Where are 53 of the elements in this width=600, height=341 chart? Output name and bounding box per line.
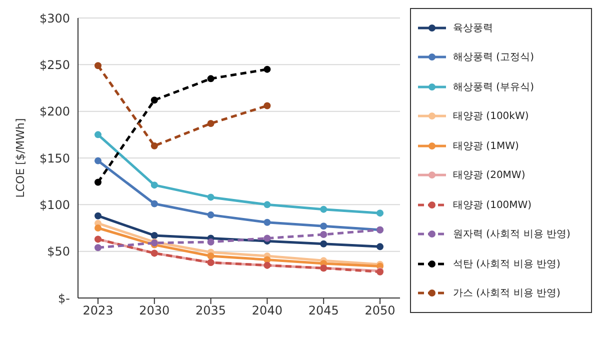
point [207, 120, 214, 127]
y-tick-label: $150 [39, 151, 70, 166]
point [94, 178, 102, 186]
legend-label: 태양광 (100MW) [453, 198, 532, 212]
point [150, 142, 158, 150]
point [94, 212, 102, 220]
point [376, 243, 384, 250]
point [207, 211, 214, 218]
point [207, 252, 214, 260]
point [320, 222, 328, 230]
point [150, 96, 158, 104]
x-tick-label: 2050 [364, 304, 396, 318]
legend-label: 태양광 (1MW) [453, 140, 519, 153]
point [320, 206, 328, 213]
y-tick-label: $- [58, 291, 70, 306]
point [150, 182, 158, 189]
point [264, 102, 271, 110]
y-tick-label: $200 [39, 104, 70, 119]
y-tick-label: $100 [39, 198, 70, 212]
point [150, 232, 158, 239]
x-tick-label: 2023 [82, 304, 114, 318]
point [94, 224, 102, 232]
y-tick-label: $300 [39, 11, 70, 26]
y-axis-title: LCOE [$/MWh] [14, 118, 27, 198]
point [264, 66, 271, 73]
legend-label: 태양광 (100kW) [453, 110, 529, 124]
legend-label: 원자력 (사회적 비용 반영) [453, 228, 570, 242]
legend-label: 육상풍력 [453, 22, 493, 35]
legend-label: 해상풍력 (부유식) [453, 80, 534, 94]
x-tick-label: 2040 [252, 304, 282, 318]
x-tick-label: 2030 [139, 304, 170, 318]
legend-label: 가스 (사회적 비용 반영) [453, 287, 560, 300]
y-tick-label: $250 [39, 58, 70, 72]
point [94, 62, 102, 70]
legend-label: 석탄 (사회적 비용 반영) [453, 258, 560, 271]
point [320, 231, 328, 238]
point [94, 131, 102, 138]
y-tick-label: $50 [47, 244, 70, 259]
point [94, 157, 102, 164]
point [264, 234, 271, 242]
point [207, 75, 214, 82]
x-tick-label: 2045 [308, 304, 339, 318]
legend-label: 태양광 (20MW) [453, 169, 526, 182]
point [320, 240, 328, 248]
point [207, 238, 214, 246]
point [264, 201, 271, 208]
point [150, 200, 158, 208]
legend-label: 해상풍력 (고정식) [453, 51, 534, 64]
point [207, 194, 214, 201]
point [376, 210, 384, 217]
point [264, 218, 271, 226]
x-tick-label: 2035 [196, 304, 226, 318]
point [94, 244, 102, 252]
